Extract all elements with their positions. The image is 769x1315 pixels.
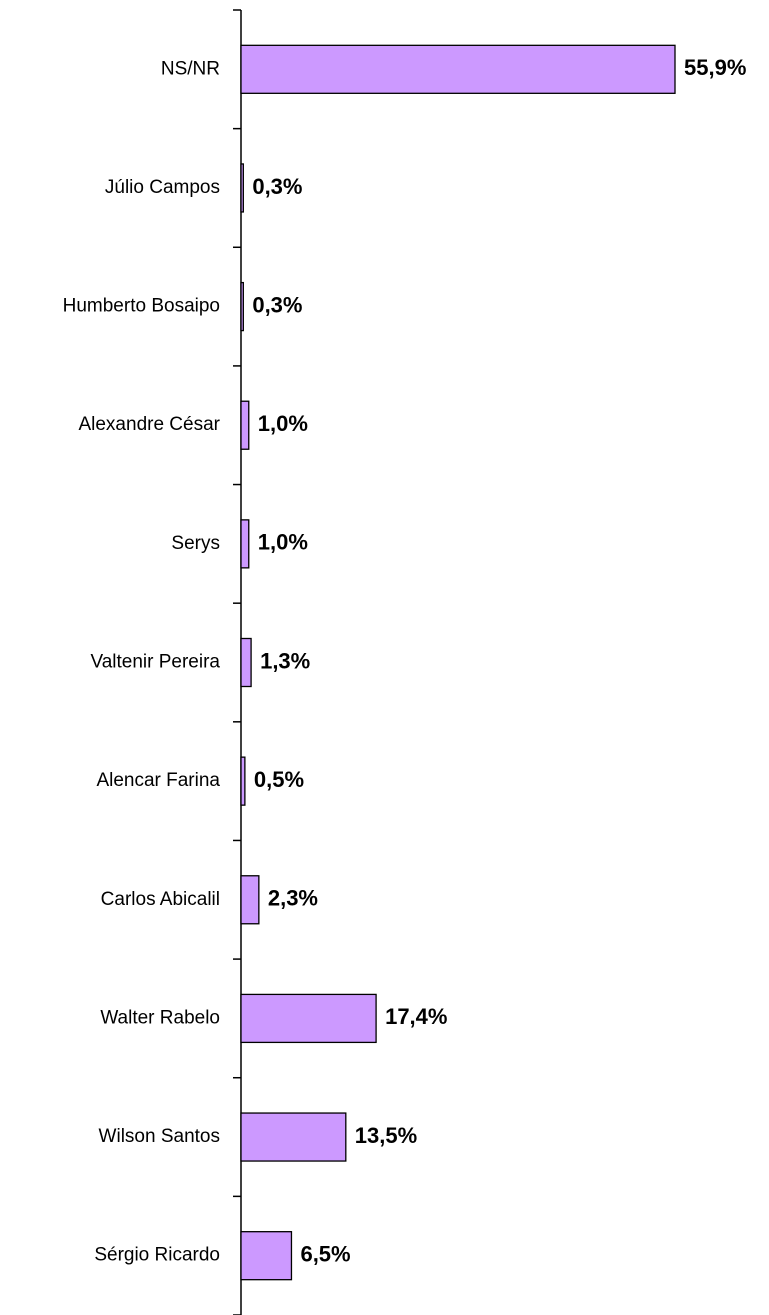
- category-label: Humberto Bosaipo: [63, 296, 220, 317]
- value-label: 2,3%: [268, 886, 318, 911]
- value-label: 1,0%: [258, 411, 308, 436]
- bar: [240, 637, 252, 688]
- bar: [240, 281, 244, 332]
- bar: [240, 163, 244, 213]
- value-label: 0,5%: [254, 767, 304, 792]
- category-label: Serys: [171, 533, 220, 554]
- value-label: 17,4%: [385, 1004, 447, 1029]
- value-label: 0,3%: [252, 174, 302, 199]
- category-label: Walter Rabelo: [100, 1007, 220, 1028]
- value-label: 0,3%: [252, 292, 302, 317]
- value-label: 1,0%: [258, 530, 308, 555]
- bar: [240, 44, 676, 94]
- category-label: Valtenir Pereira: [90, 652, 220, 673]
- category-label: Júlio Campos: [105, 177, 220, 198]
- category-label: NS/NR: [161, 58, 220, 79]
- category-label: Alencar Farina: [96, 770, 220, 791]
- category-label: Carlos Abicalil: [101, 889, 220, 910]
- bar: [240, 400, 250, 450]
- category-label: Wilson Santos: [99, 1126, 220, 1147]
- category-label: Sérgio Ricardo: [94, 1245, 220, 1266]
- bar: [240, 875, 260, 925]
- value-label: 6,5%: [300, 1241, 350, 1266]
- value-label: 55,9%: [684, 55, 746, 80]
- bar: [240, 993, 377, 1044]
- bar: [240, 1231, 293, 1281]
- value-label: 1,3%: [260, 648, 310, 673]
- value-label: 13,5%: [355, 1123, 417, 1148]
- bar: [240, 519, 250, 569]
- bar: [240, 756, 246, 806]
- category-label: Alexandre César: [78, 414, 220, 435]
- bar: [240, 1112, 347, 1162]
